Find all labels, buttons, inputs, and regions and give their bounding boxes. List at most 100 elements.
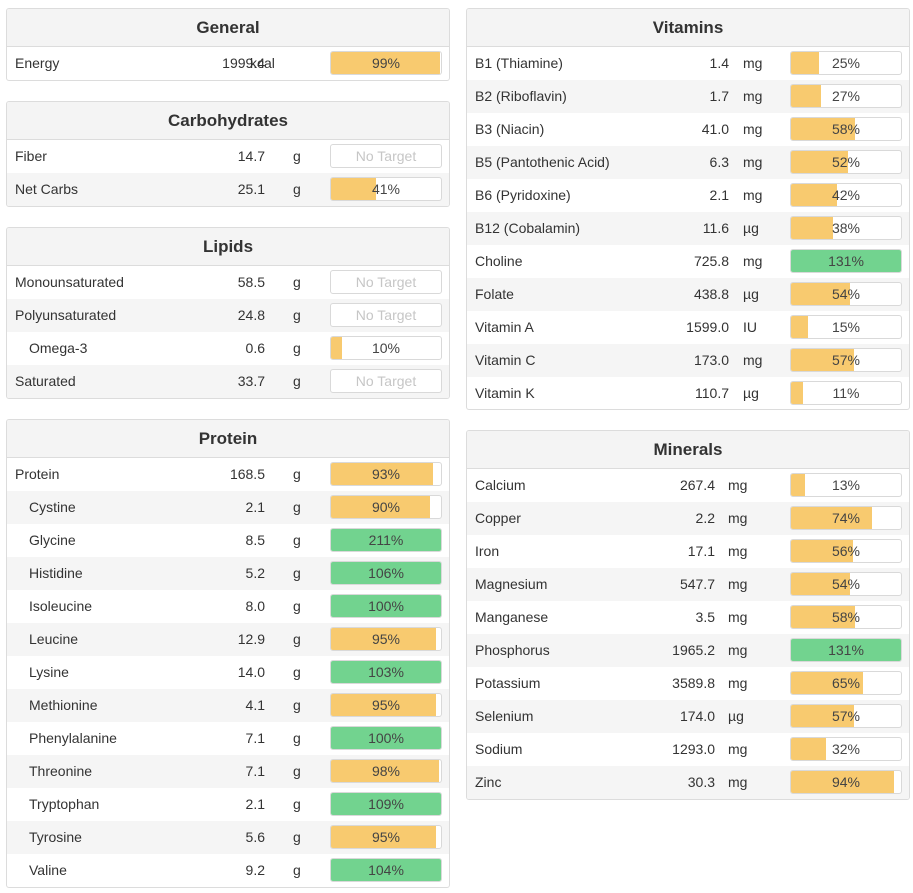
nutrient-name: Zinc	[475, 774, 502, 790]
target-progress-bar: 57%	[790, 704, 902, 728]
target-percent-label: 106%	[368, 565, 404, 581]
panel-vitamins: Vitamins B1 (Thiamine) 1.4 mg 25% B2 (Ribofl…	[466, 8, 910, 410]
target-percent-label: 42%	[831, 187, 861, 203]
nutrient-unit: mg	[728, 543, 748, 559]
target-percent-label: 57%	[831, 352, 861, 368]
nutrient-unit: g	[293, 664, 301, 680]
nutrient-unit: mg	[743, 253, 763, 269]
panel-minerals: Minerals Calcium 267.4 mg 13% Copper 2.2 mg 74%…	[466, 430, 910, 800]
nutrient-name: B1 (Thiamine)	[475, 55, 563, 71]
nutrient-unit: g	[293, 340, 301, 356]
progress-fill	[791, 639, 901, 661]
nutrient-name: Folate	[475, 286, 514, 302]
target-percent-label: 100%	[368, 730, 404, 746]
progress-fill	[791, 771, 895, 793]
nutrient-unit: µg	[743, 220, 759, 236]
progress-fill	[791, 705, 854, 727]
nutrient-name: Leucine	[29, 631, 79, 647]
target-progress-bar: 65%	[790, 671, 902, 695]
nutrient-row: Zinc 30.3 mg 94%	[467, 766, 909, 799]
nutrient-unit: g	[293, 796, 301, 812]
target-percent-label: 131%	[828, 253, 864, 269]
target-percent-label: 65%	[831, 675, 861, 691]
target-progress-bar: 58%	[790, 117, 902, 141]
progress-fill	[331, 694, 436, 716]
rows-lipids: Monounsaturated 58.5 g No Target Polyunsatur…	[7, 266, 449, 398]
target-progress-bar: 54%	[790, 572, 902, 596]
nutrient-name: Cystine	[29, 499, 76, 515]
nutrient-amount: 1999.4	[222, 55, 265, 71]
nutrient-amount: 9.2	[245, 862, 265, 878]
target-percent-label: 95%	[371, 829, 401, 845]
nutrient-amount: 168.5	[229, 466, 265, 482]
target-progress-bar: No Target	[330, 270, 442, 294]
nutrient-unit: g	[293, 181, 301, 197]
nutrient-amount: 267.4	[679, 477, 715, 493]
target-percent-label: 93%	[371, 466, 401, 482]
panel-title-protein: Protein	[7, 420, 449, 458]
target-percent-label: 94%	[831, 774, 861, 790]
nutrient-amount: 173.0	[693, 352, 729, 368]
nutrient-row: Iron 17.1 mg 56%	[467, 535, 909, 568]
nutrient-amount: 11.6	[702, 220, 729, 236]
nutrient-name: Monounsaturated	[15, 274, 124, 290]
nutrient-amount: 14.0	[237, 664, 265, 680]
target-progress-bar: No Target	[330, 369, 442, 393]
target-progress-bar: 25%	[790, 51, 902, 75]
nutrient-unit: g	[293, 466, 301, 482]
progress-fill	[791, 540, 853, 562]
progress-fill	[331, 595, 441, 617]
target-percent-label: No Target	[355, 148, 417, 164]
rows-general: Energy 1999.4 kcal 99%	[7, 47, 449, 80]
rows-carbohydrates: Fiber 14.7 g No Target Net Carbs 25.1 g 41%	[7, 140, 449, 206]
nutrient-unit: mg	[728, 741, 748, 757]
target-progress-bar: No Target	[330, 303, 442, 327]
nutrient-amount: 1.4	[709, 55, 729, 71]
target-percent-label: 56%	[831, 543, 861, 559]
nutrient-name: Iron	[475, 543, 500, 559]
nutrient-unit: g	[293, 373, 301, 389]
nutrient-amount: 30.3	[687, 774, 715, 790]
progress-fill	[331, 793, 441, 815]
rows-minerals: Calcium 267.4 mg 13% Copper 2.2 mg 74% Iron 17.1 m…	[467, 469, 909, 799]
nutrient-amount: 2.1	[709, 187, 729, 203]
target-percent-label: 57%	[831, 708, 861, 724]
target-progress-bar: 54%	[790, 282, 902, 306]
nutrient-unit: g	[293, 307, 301, 323]
nutrient-row: Sodium 1293.0 mg 32%	[467, 733, 909, 766]
nutrient-unit: g	[293, 697, 301, 713]
nutrient-row: Fiber 14.7 g No Target	[7, 140, 449, 173]
nutrient-row: Vitamin A 1599.0 IU 15%	[467, 311, 909, 344]
target-progress-bar: 95%	[330, 825, 442, 849]
progress-fill	[331, 529, 441, 551]
nutrient-row: Saturated 33.7 g No Target	[7, 365, 449, 398]
target-percent-label: 27%	[831, 88, 861, 104]
nutrient-amount: 6.3	[709, 154, 729, 170]
progress-fill	[331, 562, 441, 584]
progress-fill	[331, 463, 434, 485]
progress-fill	[791, 573, 851, 595]
target-progress-bar: 90%	[330, 495, 442, 519]
nutrient-name: Threonine	[29, 763, 93, 779]
panel-title-vitamins: Vitamins	[467, 9, 909, 47]
target-progress-bar: 10%	[330, 336, 442, 360]
nutrient-unit: g	[293, 565, 301, 581]
nutrient-unit: mg	[728, 477, 748, 493]
nutrient-row: Lysine 14.0 g 103%	[7, 656, 449, 689]
nutrient-row: Phosphorus 1965.2 mg 131%	[467, 634, 909, 667]
target-progress-bar: 93%	[330, 462, 442, 486]
nutrient-amount: 2.2	[695, 510, 715, 526]
nutrient-name: Valine	[29, 862, 67, 878]
nutrient-name: Potassium	[475, 675, 541, 691]
target-percent-label: 109%	[368, 796, 404, 812]
nutrient-unit: mg	[728, 774, 748, 790]
target-percent-label: No Target	[355, 274, 417, 290]
target-progress-bar: 13%	[790, 473, 902, 497]
target-percent-label: No Target	[355, 307, 417, 323]
nutrient-row: Threonine 7.1 g 98%	[7, 755, 449, 788]
nutrient-row: Phenylalanine 7.1 g 100%	[7, 722, 449, 755]
nutrient-name: B6 (Pyridoxine)	[475, 187, 571, 203]
panel-title-lipids: Lipids	[7, 228, 449, 266]
nutrient-unit: g	[293, 148, 301, 164]
nutrient-amount: 1293.0	[672, 741, 715, 757]
